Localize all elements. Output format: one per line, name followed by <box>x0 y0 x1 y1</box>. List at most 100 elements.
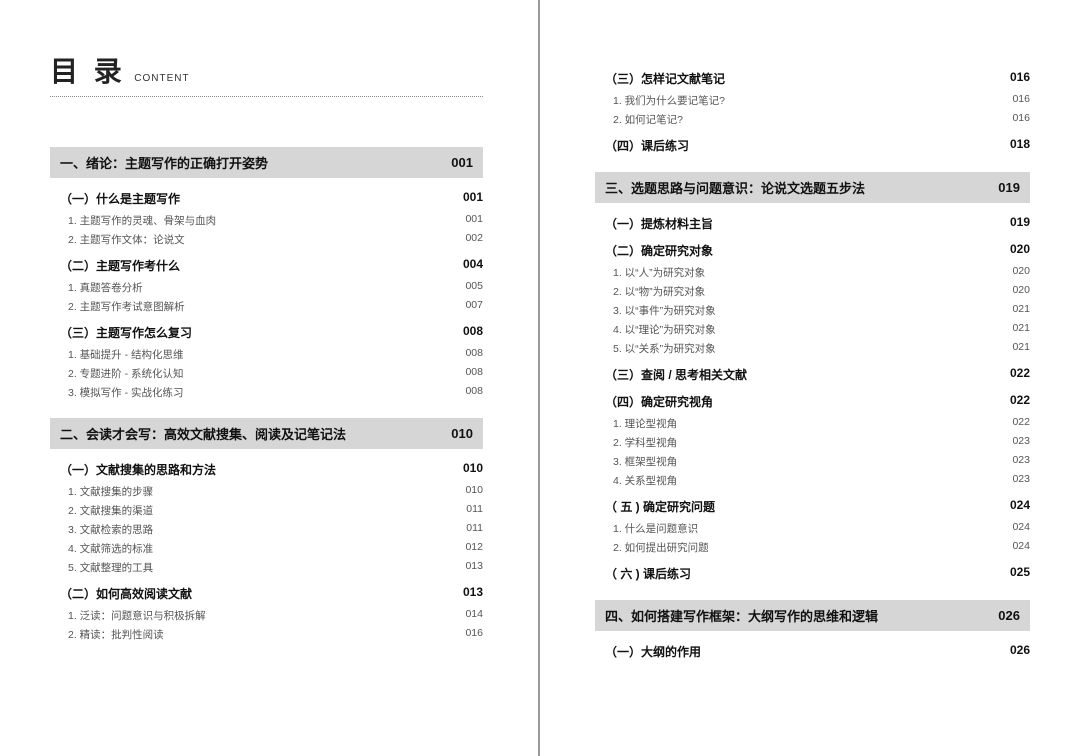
toc-section-row: （三）怎样记文献笔记 016 <box>605 70 1030 87</box>
toc-section-page: 019 <box>1010 215 1030 232</box>
toc-section-title: （二）确定研究对象 <box>605 242 713 259</box>
toc-item-row: 1. 理论型视角 022 <box>613 416 1030 431</box>
toc-item-page: 020 <box>1012 265 1030 280</box>
toc-section-row: （二）主题写作考什么004 <box>60 257 483 274</box>
toc-item-page: 016 <box>1012 93 1030 108</box>
toc-section-title: （一）文献搜集的思路和方法 <box>60 461 216 478</box>
toc-item-row: 2. 主题写作考试意图解析007 <box>68 299 483 314</box>
toc-chapter-title: 二、会读才会写：高效文献搜集、阅读及记笔记法 <box>60 424 346 443</box>
toc-item-page: 023 <box>1012 454 1030 469</box>
toc-chapter-row: 一、绪论：主题写作的正确打开姿势001 <box>50 147 483 178</box>
title-main: 目 录 <box>50 56 126 87</box>
toc-item-row: 2. 学科型视角 023 <box>613 435 1030 450</box>
toc-section-title: （ 六 ) 课后练习 <box>605 565 691 582</box>
toc-section-page: 016 <box>1010 70 1030 87</box>
toc-item-title: 2. 主题写作考试意图解析 <box>68 299 185 314</box>
toc-item-title: 2. 精读：批判性阅读 <box>68 627 164 642</box>
toc-section-page: 013 <box>463 585 483 602</box>
toc-section-title: （四）确定研究视角 <box>605 393 713 410</box>
toc-section-title: （三）怎样记文献笔记 <box>605 70 725 87</box>
toc-item-row: 2. 如何记笔记?016 <box>613 112 1030 127</box>
toc-item-row: 4. 以“理论”为研究对象021 <box>613 322 1030 337</box>
toc-chapter-page: 026 <box>998 608 1020 623</box>
toc-item-title: 1. 基础提升 - 结构化思维 <box>68 347 184 362</box>
toc-item-row: 1. 我们为什么要记笔记?016 <box>613 93 1030 108</box>
toc-section-title: （一）什么是主题写作 <box>60 190 180 207</box>
toc-item-page: 008 <box>465 385 483 400</box>
toc-item-row: 1. 真题答卷分析005 <box>68 280 483 295</box>
toc-item-title: 2. 专题进阶 - 系统化认知 <box>68 366 184 381</box>
toc-item-page: 010 <box>465 484 483 499</box>
toc-item-title: 4. 以“理论”为研究对象 <box>613 322 716 337</box>
toc-item-page: 002 <box>465 232 483 247</box>
toc-section-page: 001 <box>463 190 483 207</box>
toc-item-title: 2. 如何记笔记? <box>613 112 683 127</box>
toc-item-page: 008 <box>465 347 483 362</box>
toc-item-row: 2. 精读：批判性阅读016 <box>68 627 483 642</box>
toc-item-title: 3. 文献检索的思路 <box>68 522 153 537</box>
toc-item-page: 022 <box>1012 416 1030 431</box>
toc-item-title: 4. 关系型视角 <box>613 473 677 488</box>
toc-section-title: （三）查阅 / 思考相关文献 <box>605 366 747 383</box>
toc-item-title: 2. 以“物”为研究对象 <box>613 284 705 299</box>
toc-item-title: 2. 文献搜集的渠道 <box>68 503 153 518</box>
toc-page-right: （三）怎样记文献笔记0161. 我们为什么要记笔记?0162. 如何记笔记?01… <box>540 0 1080 756</box>
toc-item-page: 011 <box>466 503 483 518</box>
toc-section-row: （ 六 ) 课后练习 025 <box>605 565 1030 582</box>
toc-item-title: 5. 以“关系”为研究对象 <box>613 341 716 356</box>
toc-left-list: 一、绪论：主题写作的正确打开姿势001（一）什么是主题写作0011. 主题写作的… <box>50 147 483 642</box>
toc-section-page: 026 <box>1010 643 1030 660</box>
toc-item-row: 2. 以“物”为研究对象 020 <box>613 284 1030 299</box>
toc-section-row: （二）确定研究对象020 <box>605 242 1030 259</box>
toc-item-title: 1. 什么是问题意识 <box>613 521 698 536</box>
toc-section-row: （四）课后练习018 <box>605 137 1030 154</box>
toc-chapter-title: 四、如何搭建写作框架：大纲写作的思维和逻辑 <box>605 606 878 625</box>
toc-item-row: 1. 主题写作的灵魂、骨架与血肉001 <box>68 213 483 228</box>
toc-item-page: 021 <box>1012 303 1030 318</box>
title-block: 目 录 CONTENT <box>50 50 483 97</box>
toc-item-title: 2. 学科型视角 <box>613 435 677 450</box>
toc-section-row: （一）大纲的作用026 <box>605 643 1030 660</box>
toc-item-title: 2. 如何提出研究问题 <box>613 540 709 555</box>
toc-item-row: 2. 主题写作文体：论说文002 <box>68 232 483 247</box>
toc-chapter-page: 010 <box>451 426 473 441</box>
toc-section-row: （ 五 ) 确定研究问题024 <box>605 498 1030 515</box>
title-underline <box>50 96 483 97</box>
toc-section-row: （四）确定研究视角 022 <box>605 393 1030 410</box>
toc-chapter-row: 三、选题思路与问题意识：论说文选题五步法019 <box>595 172 1030 203</box>
toc-section-page: 025 <box>1010 565 1030 582</box>
toc-page-left: 目 录 CONTENT 一、绪论：主题写作的正确打开姿势001 （一）什么是主题写… <box>0 0 540 756</box>
toc-right-list: （三）怎样记文献笔记0161. 我们为什么要记笔记?0162. 如何记笔记?01… <box>595 70 1030 660</box>
toc-item-row: 4. 文献筛选的标准012 <box>68 541 483 556</box>
toc-section-page: 022 <box>1010 393 1030 410</box>
toc-item-row: 2. 文献搜集的渠道 011 <box>68 503 483 518</box>
toc-section-title: （二）主题写作考什么 <box>60 257 180 274</box>
toc-item-page: 011 <box>466 522 483 537</box>
toc-chapter-row: 二、会读才会写：高效文献搜集、阅读及记笔记法 010 <box>50 418 483 449</box>
toc-section-title: （三）主题写作怎么复习 <box>60 324 192 341</box>
toc-item-row: 1. 基础提升 - 结构化思维 008 <box>68 347 483 362</box>
toc-section-title: （二）如何高效阅读文献 <box>60 585 192 602</box>
toc-item-title: 1. 文献搜集的步骤 <box>68 484 153 499</box>
toc-item-row: 3. 以“事件”为研究对象021 <box>613 303 1030 318</box>
toc-item-title: 1. 以“人”为研究对象 <box>613 265 705 280</box>
toc-item-title: 1. 泛读：问题意识与积极拆解 <box>68 608 206 623</box>
toc-item-page: 001 <box>465 213 483 228</box>
toc-item-page: 023 <box>1012 435 1030 450</box>
toc-section-row: （一）提炼材料主旨 019 <box>605 215 1030 232</box>
toc-item-page: 024 <box>1012 521 1030 536</box>
toc-section-title: （四）课后练习 <box>605 137 689 154</box>
toc-item-row: 1. 泛读：问题意识与积极拆解 014 <box>68 608 483 623</box>
toc-item-page: 020 <box>1012 284 1030 299</box>
toc-section-page: 024 <box>1010 498 1030 515</box>
toc-item-page: 014 <box>465 608 483 623</box>
toc-section-page: 022 <box>1010 366 1030 383</box>
toc-item-title: 1. 理论型视角 <box>613 416 677 431</box>
toc-section-row: （三）查阅 / 思考相关文献 022 <box>605 366 1030 383</box>
toc-item-row: 1. 以“人”为研究对象 020 <box>613 265 1030 280</box>
toc-chapter-page: 019 <box>998 180 1020 195</box>
toc-chapter-page: 001 <box>451 155 473 170</box>
toc-item-row: 2. 如何提出研究问题024 <box>613 540 1030 555</box>
toc-section-title: （一）提炼材料主旨 <box>605 215 713 232</box>
toc-section-row: （一）什么是主题写作 001 <box>60 190 483 207</box>
